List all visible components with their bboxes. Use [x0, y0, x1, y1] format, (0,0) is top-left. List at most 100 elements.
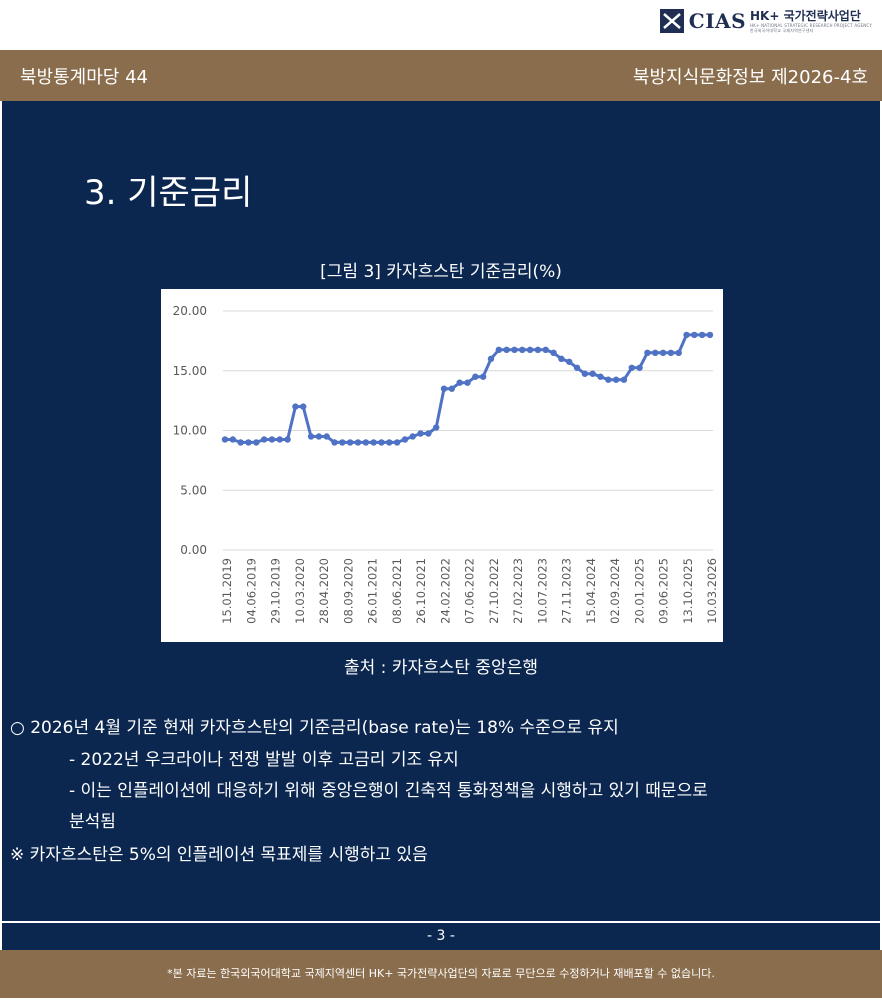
y-tick-label: 5.00	[180, 483, 207, 497]
data-point	[456, 379, 463, 386]
bullet-sub-2: - 이는 인플레이션에 대응하기 위해 중앙은행이 긴축적 통화정책을 시행하고…	[69, 781, 708, 801]
y-tick-label: 0.00	[180, 543, 207, 557]
data-point	[550, 349, 557, 357]
data-point	[479, 373, 487, 380]
data-point	[581, 370, 589, 377]
logo-subtitle-en: HK+ NATIONAL STRATEGIC RESEARCH PROJECT …	[750, 23, 872, 28]
data-point	[542, 346, 549, 354]
data-point	[393, 439, 401, 446]
x-tick-label: 27.02.2023	[511, 558, 525, 624]
header-left-title: 북방통계마당 44	[20, 67, 148, 88]
x-tick-label: 26.10.2021	[414, 558, 428, 624]
data-point	[315, 433, 323, 440]
bullet-main: ○ 2026년 4월 기준 현재 카자흐스탄의 기준금리(base rate)는…	[10, 718, 619, 738]
data-point	[706, 331, 714, 339]
data-point	[472, 373, 479, 380]
footer-disclaimer: *본 자료는 한국외국어대학교 국제지역센터 HK+ 국가전략사업단의 자료로 …	[0, 950, 882, 998]
y-tick-label: 20.00	[173, 304, 207, 318]
data-point	[417, 430, 424, 437]
data-point	[526, 346, 534, 354]
page-divider	[0, 921, 882, 923]
logo-brand: CIAS	[688, 9, 747, 33]
y-tick-label: 15.00	[173, 364, 207, 378]
data-point	[268, 436, 276, 443]
data-point	[346, 439, 354, 446]
data-point	[331, 439, 338, 446]
data-point	[339, 439, 346, 446]
data-point	[644, 349, 651, 357]
bullet-sub-1: - 2022년 우크라이나 전쟁 발발 이후 고금리 기조 유지	[69, 750, 459, 770]
x-tick-label: 28.04.2020	[317, 558, 331, 624]
data-point	[425, 430, 432, 437]
cias-mark-icon	[659, 9, 684, 33]
data-point	[565, 358, 573, 365]
data-point	[558, 355, 565, 362]
y-tick-label: 10.00	[173, 424, 207, 438]
data-point	[276, 436, 283, 443]
x-tick-label: 10.07.2023	[535, 558, 549, 624]
data-point	[605, 376, 612, 383]
series-line	[225, 333, 710, 444]
x-tick-label: 29.10.2019	[269, 558, 283, 624]
bullet-note: ※ 카자흐스탄은 5%의 인플레이션 목표제를 시행하고 있음	[10, 845, 428, 865]
line-chart: 0.00 5.00 10.00 15.00 20.00 15.01.2019 04.06.2…	[173, 304, 719, 624]
data-point	[237, 439, 244, 446]
data-point	[511, 346, 518, 354]
data-point	[636, 364, 643, 371]
header-bar: 북방통계마당 44 북방지식문화정보 제2026-4호	[0, 50, 882, 101]
x-tick-label: 15.01.2019	[220, 558, 234, 624]
x-tick-label: 26.01.2021	[366, 558, 380, 624]
data-point	[597, 373, 604, 380]
data-point	[354, 439, 362, 446]
data-point	[300, 403, 307, 410]
x-tick-label: 09.06.2025	[657, 558, 671, 624]
data-point	[652, 349, 659, 357]
top-bar: CIAS HK+ 국가전략사업단 HK+ NATIONAL STRATEGIC …	[0, 0, 882, 50]
x-tick-label: 02.09.2024	[608, 558, 622, 624]
data-point	[229, 436, 237, 443]
main-content: 3. 기준금리 [그림 3] 카자흐스탄 기준금리(%) 0.00 5.00 10.…	[2, 101, 880, 921]
data-point	[683, 331, 690, 339]
data-point	[440, 385, 448, 392]
data-point	[659, 349, 667, 357]
data-point	[260, 436, 268, 443]
header-right-title: 북방지식문화정보 제2026-4호	[632, 67, 868, 88]
section-title: 3. 기준금리	[84, 173, 253, 213]
data-point	[573, 364, 581, 371]
data-point	[378, 439, 385, 446]
data-point	[589, 370, 596, 377]
x-tick-label: 15.04.2024	[584, 558, 598, 624]
data-point	[221, 436, 229, 443]
x-tick-label: 27.11.2023	[560, 558, 574, 624]
data-point	[292, 403, 299, 410]
figure-caption: [그림 3] 카자흐스탄 기준금리(%)	[320, 262, 562, 282]
data-point	[370, 439, 377, 446]
data-point	[284, 436, 291, 443]
data-point	[487, 355, 495, 362]
x-tick-label: 04.06.2019	[244, 558, 258, 624]
x-tick-label: 10.03.2026	[705, 558, 719, 624]
data-point	[691, 331, 698, 339]
x-tick-label: 08.06.2021	[390, 558, 404, 624]
data-point	[628, 364, 635, 371]
data-point	[534, 346, 542, 354]
data-point	[433, 424, 440, 431]
x-tick-label: 27.10.2022	[487, 558, 501, 624]
data-point	[448, 385, 456, 392]
data-point	[612, 376, 620, 383]
x-tick-label: 10.03.2020	[293, 558, 307, 624]
data-point	[323, 433, 330, 440]
data-point	[519, 346, 526, 354]
data-point	[386, 439, 393, 446]
data-point	[464, 379, 471, 386]
bullet-sub-2-cont: 분석됨	[69, 812, 116, 832]
data-point	[675, 349, 682, 357]
x-tick-label: 13.10.2025	[681, 558, 695, 624]
page-number: - 3 -	[2, 923, 880, 950]
data-point	[401, 436, 409, 443]
logo-subtitle-kr: 한국외국어대학교 국제지역연구센터	[750, 28, 814, 33]
data-point	[245, 439, 252, 446]
source-note: 출처 : 카자흐스탄 중앙은행	[344, 658, 538, 678]
data-point	[253, 439, 260, 446]
x-tick-label: 08.09.2020	[341, 558, 355, 624]
